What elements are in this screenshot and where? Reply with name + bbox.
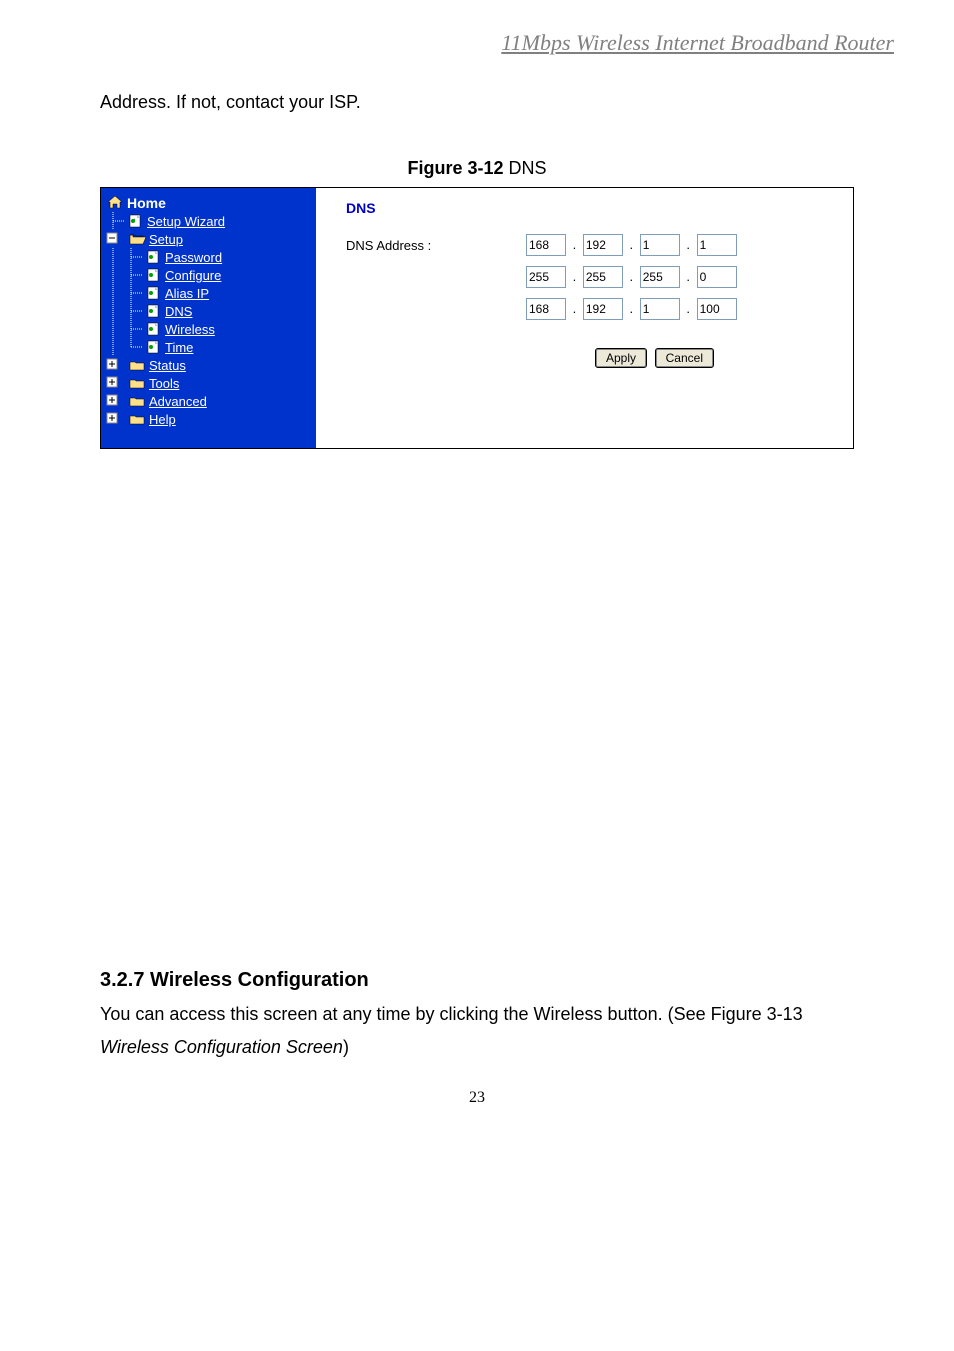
folder-closed-icon — [129, 394, 145, 408]
tree-status-label: Status — [149, 358, 186, 373]
dns-row-2: . . . — [346, 266, 823, 288]
dot: . — [573, 301, 577, 316]
page-header: 11Mbps Wireless Internet Broadband Route… — [0, 0, 954, 66]
figure-label-rest: DNS — [509, 158, 547, 178]
dot: . — [686, 269, 690, 284]
connector-icon — [101, 374, 129, 392]
connector-icon — [101, 356, 129, 374]
folder-closed-icon — [129, 358, 145, 372]
tree-tools[interactable]: Tools — [101, 374, 316, 392]
ip3-octet3[interactable] — [640, 298, 680, 320]
ip1-octet4[interactable] — [697, 234, 737, 256]
folder-open-icon — [129, 232, 145, 246]
page-icon — [147, 286, 161, 300]
tree-setup-wizard[interactable]: Setup Wizard — [101, 212, 316, 230]
dns-address-label: DNS Address : — [346, 238, 526, 253]
ip3-octet1[interactable] — [526, 298, 566, 320]
ip3-octet2[interactable] — [583, 298, 623, 320]
cancel-button[interactable]: Cancel — [655, 348, 714, 368]
ip-group-2: . . . — [526, 266, 737, 288]
panel-title: DNS — [346, 200, 823, 216]
ip2-octet2[interactable] — [583, 266, 623, 288]
tree-setup[interactable]: Setup — [101, 230, 316, 248]
dns-row-1: DNS Address : . . . — [346, 234, 823, 256]
connector-icon — [101, 212, 129, 230]
tree-tools-label: Tools — [149, 376, 179, 391]
button-row: Apply Cancel — [486, 348, 823, 368]
dot: . — [686, 237, 690, 252]
tree-wireless[interactable]: Wireless — [101, 320, 316, 338]
page-icon — [147, 304, 161, 318]
section-body-end: ) — [343, 1037, 349, 1057]
connector-icon — [101, 230, 129, 248]
page-icon — [129, 214, 143, 228]
ip1-octet1[interactable] — [526, 234, 566, 256]
folder-closed-icon — [129, 412, 145, 426]
dot: . — [630, 237, 634, 252]
tree-help-label: Help — [149, 412, 176, 427]
page-icon — [147, 322, 161, 336]
ip-group-3: . . . — [526, 298, 737, 320]
tree-advanced-label: Advanced — [149, 394, 207, 409]
tree-configure[interactable]: Configure — [101, 266, 316, 284]
tree-alias-ip-label: Alias IP — [165, 286, 209, 301]
dns-screenshot: Home Setup Wizard Setup Password — [100, 187, 854, 449]
section-heading: 3.2.7 Wireless Configuration — [0, 969, 954, 992]
dot: . — [686, 301, 690, 316]
intro-text: Address. If not, contact your ISP. — [0, 66, 954, 138]
tree-advanced[interactable]: Advanced — [101, 392, 316, 410]
tree-home-label: Home — [127, 195, 166, 211]
connector-icon — [101, 392, 129, 410]
apply-button[interactable]: Apply — [595, 348, 647, 368]
tree-status[interactable]: Status — [101, 356, 316, 374]
tree-password[interactable]: Password — [101, 248, 316, 266]
ip1-octet2[interactable] — [583, 234, 623, 256]
ip2-octet3[interactable] — [640, 266, 680, 288]
ip3-octet4[interactable] — [697, 298, 737, 320]
dot: . — [573, 237, 577, 252]
page-number: 23 — [0, 1089, 954, 1137]
connector-icon — [101, 338, 147, 356]
ip2-octet1[interactable] — [526, 266, 566, 288]
tree-time[interactable]: Time — [101, 338, 316, 356]
dot: . — [630, 301, 634, 316]
connector-icon — [101, 302, 147, 320]
tree-dns-label: DNS — [165, 304, 192, 319]
tree-setup-wizard-label: Setup Wizard — [147, 214, 225, 229]
nav-tree: Home Setup Wizard Setup Password — [101, 188, 316, 448]
ip1-octet3[interactable] — [640, 234, 680, 256]
connector-icon — [101, 284, 147, 302]
section-body-plain: You can access this screen at any time b… — [100, 1004, 803, 1024]
connector-icon — [101, 266, 147, 284]
tree-wireless-label: Wireless — [165, 322, 215, 337]
page-icon — [147, 340, 161, 354]
tree-help[interactable]: Help — [101, 410, 316, 428]
tree-setup-label: Setup — [149, 232, 183, 247]
tree-home[interactable]: Home — [101, 194, 316, 212]
tree-dns[interactable]: DNS — [101, 302, 316, 320]
page-icon — [147, 268, 161, 282]
ip2-octet4[interactable] — [697, 266, 737, 288]
tree-alias-ip[interactable]: Alias IP — [101, 284, 316, 302]
section-body: You can access this screen at any time b… — [0, 992, 954, 1069]
page-icon — [147, 250, 161, 264]
section-body-italic: Wireless Configuration Screen — [100, 1037, 343, 1057]
tree-time-label: Time — [165, 340, 193, 355]
connector-icon — [101, 320, 147, 338]
home-icon — [107, 195, 123, 212]
figure-label-bold: Figure 3-12 — [407, 158, 508, 178]
content-panel: DNS DNS Address : . . . . . . — [316, 188, 853, 448]
figure-caption: Figure 3-12 DNS — [0, 158, 954, 179]
dot: . — [573, 269, 577, 284]
tree-configure-label: Configure — [165, 268, 221, 283]
connector-icon — [101, 248, 147, 266]
tree-password-label: Password — [165, 250, 222, 265]
ip-group-1: . . . — [526, 234, 737, 256]
dot: . — [630, 269, 634, 284]
folder-closed-icon — [129, 376, 145, 390]
connector-icon — [101, 410, 129, 428]
dns-row-3: . . . — [346, 298, 823, 320]
